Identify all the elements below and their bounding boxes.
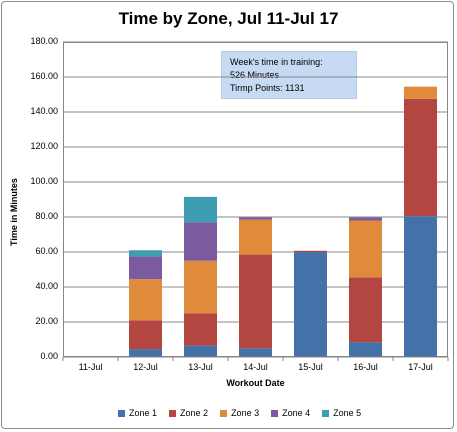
x-tick-label: 14-Jul — [243, 362, 268, 372]
annotation-box: Week's time in training: 526 Minutes Tir… — [221, 51, 357, 99]
legend-swatch-zone-1 — [118, 409, 125, 417]
bar-segment-zone-3 — [349, 220, 382, 278]
y-tick-label: 40.00 — [35, 281, 58, 291]
y-tick-label: 100.00 — [30, 176, 58, 186]
y-tick-label: 180.00 — [30, 36, 58, 46]
legend-label-zone-4: Zone 4 — [282, 408, 311, 418]
bar-segment-zone-1 — [239, 348, 272, 357]
bar-segment-zone-5 — [129, 250, 162, 257]
legend-label-zone-5: Zone 5 — [333, 408, 362, 418]
legend-label-zone-1: Zone 1 — [129, 408, 158, 418]
x-tick-label: 11-Jul — [78, 362, 103, 372]
bar-segment-zone-2 — [294, 250, 327, 252]
x-tick-label: 12-Jul — [133, 362, 158, 372]
legend-item-zone-3: Zone 3 — [220, 408, 259, 418]
bar-segment-zone-1 — [404, 216, 437, 357]
y-tick-label: 140.00 — [30, 106, 58, 116]
bar-segment-zone-4 — [184, 222, 217, 261]
bar-segment-zone-3 — [184, 260, 217, 314]
y-tick-label: 80.00 — [35, 211, 58, 221]
x-tick-label: 17-Jul — [408, 362, 433, 372]
chart-title: Time by Zone, Jul 11-Jul 17 — [118, 9, 339, 28]
bar-segment-zone-1 — [294, 252, 327, 357]
y-tick-label: 20.00 — [35, 316, 58, 326]
legend-item-zone-5: Zone 5 — [322, 408, 361, 418]
legend: Zone 1 Zone 2 Zone 3 Zone 4 Zone 5 — [118, 406, 361, 420]
legend-label-zone-2: Zone 2 — [180, 408, 209, 418]
x-tick-label: 13-Jul — [188, 362, 213, 372]
bar-segment-zone-2 — [349, 277, 382, 343]
annotation-line-1: Week's time in training: — [230, 57, 323, 67]
y-tick-label: 160.00 — [30, 71, 58, 81]
bar-segment-zone-3 — [239, 219, 272, 255]
legend-swatch-zone-3 — [220, 409, 228, 417]
bar-segment-zone-2 — [404, 98, 437, 217]
y-tick-label: 0.00 — [40, 351, 58, 361]
legend-swatch-zone-4 — [271, 409, 279, 417]
y-tick-label: 60.00 — [35, 246, 58, 256]
annotation-line-3: Tirmp Points: 1131 — [230, 83, 305, 93]
legend-item-zone-4: Zone 4 — [271, 408, 310, 418]
annotation-line-2: 526 Minutes — [230, 70, 280, 80]
legend-swatch-zone-5 — [322, 409, 330, 417]
bar-segment-zone-3 — [404, 86, 437, 99]
bar-segment-zone-1 — [129, 349, 162, 357]
bar-segment-zone-5 — [184, 196, 217, 223]
legend-item-zone-1: Zone 1 — [118, 408, 157, 418]
x-tick-label: 15-Jul — [298, 362, 323, 372]
bar-segment-zone-2 — [129, 320, 162, 350]
legend-label-zone-3: Zone 3 — [231, 408, 260, 418]
bar-segment-zone-1 — [184, 345, 217, 357]
bar-segment-zone-4 — [129, 256, 162, 280]
bar-segment-zone-3 — [129, 279, 162, 321]
y-tick-label: 120.00 — [30, 141, 58, 151]
bar-segment-zone-1 — [349, 342, 382, 357]
bar-segment-zone-4 — [239, 217, 272, 220]
bar-segment-zone-4 — [349, 217, 382, 221]
legend-item-zone-2: Zone 2 — [169, 408, 208, 418]
x-tick-label: 16-Jul — [353, 362, 378, 372]
bar-segment-zone-2 — [239, 254, 272, 349]
x-axis-title: Workout Date — [226, 378, 285, 388]
legend-swatch-zone-2 — [169, 409, 177, 417]
bar-segment-zone-2 — [184, 313, 217, 346]
